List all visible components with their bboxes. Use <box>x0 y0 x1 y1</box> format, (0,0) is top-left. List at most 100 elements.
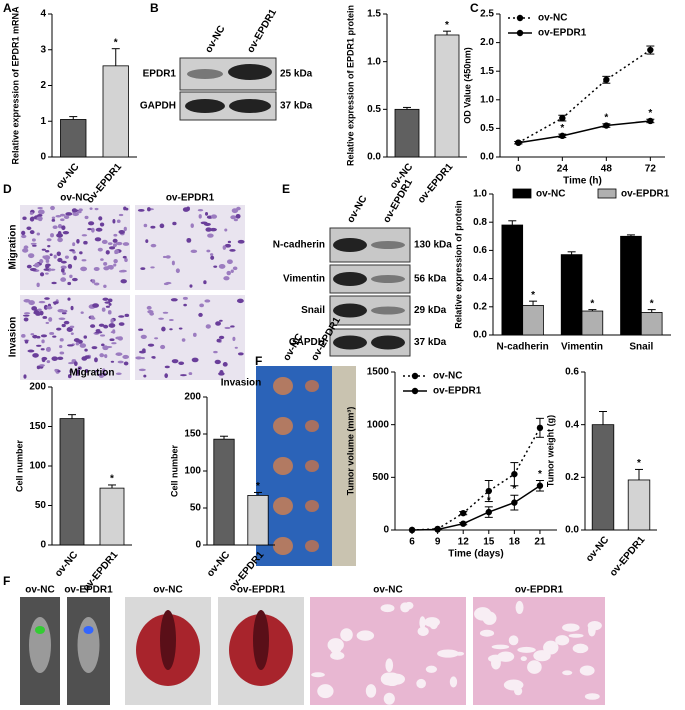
stained-cell <box>226 259 233 265</box>
stained-cell <box>94 357 98 363</box>
stained-cell <box>60 218 65 222</box>
stained-cell <box>229 249 236 252</box>
stained-cell <box>107 242 113 246</box>
stained-cell <box>36 216 43 221</box>
stained-cell <box>30 242 37 245</box>
photo-label: ov-NC <box>25 585 54 596</box>
alveolus <box>555 635 570 646</box>
legend-label: ov-NC <box>536 189 565 200</box>
lane-label: ov-NC <box>203 24 227 55</box>
stained-cell <box>27 349 35 353</box>
alveolus <box>340 628 353 642</box>
tumor <box>273 497 293 515</box>
stained-cell <box>178 361 185 366</box>
stained-cell <box>209 227 217 232</box>
stained-cell <box>57 308 65 313</box>
stained-cell <box>80 311 84 314</box>
stained-cell <box>29 267 37 272</box>
stained-cell <box>158 317 165 320</box>
stained-cell <box>147 343 155 347</box>
stained-cell <box>105 305 111 308</box>
stained-cell <box>224 243 231 248</box>
stained-cell <box>22 248 29 253</box>
stained-cell <box>76 369 80 375</box>
stained-cell <box>169 319 174 322</box>
stained-cell <box>147 207 151 212</box>
stained-cell <box>100 334 106 337</box>
alveolus <box>449 676 458 688</box>
x-tick-label: 24 <box>557 164 569 175</box>
alveolus <box>572 643 589 654</box>
annotation: * <box>256 481 260 492</box>
stained-cell <box>94 207 99 211</box>
point <box>460 520 467 527</box>
stained-cell <box>57 237 63 243</box>
stained-cell <box>138 368 146 372</box>
y-tick-label: 0.0 <box>565 525 579 536</box>
tumor <box>305 380 319 392</box>
stained-cell <box>237 352 244 356</box>
stained-cell <box>45 321 50 324</box>
x-tick-label: 0 <box>516 164 522 175</box>
tumor <box>305 460 319 472</box>
y-tick-label: 100 <box>184 466 201 477</box>
legend-marker <box>516 29 524 37</box>
stained-cell <box>207 233 214 238</box>
stained-cell <box>99 222 105 227</box>
stained-cell <box>69 274 73 279</box>
stained-cell <box>62 272 66 276</box>
stained-cell <box>83 240 88 245</box>
y-tick-label: 1000 <box>367 419 390 430</box>
legend-marker <box>516 14 524 22</box>
x-tick-label: 12 <box>458 537 470 548</box>
stained-cell <box>137 209 145 212</box>
stained-cell <box>108 246 116 250</box>
x-tick-label: ov-NC <box>53 550 80 580</box>
stained-cell <box>29 211 34 215</box>
bar <box>247 495 269 546</box>
alveolus <box>579 665 595 676</box>
stained-cell <box>90 315 95 320</box>
stained-cell <box>61 225 66 231</box>
stained-cell <box>230 269 234 273</box>
series-line <box>412 485 541 531</box>
stained-cell <box>40 334 48 338</box>
stained-cell <box>22 216 27 221</box>
lung-detail <box>253 610 269 670</box>
stained-cell <box>23 317 29 322</box>
stained-cell <box>165 255 171 259</box>
annotation: * <box>604 112 608 123</box>
stained-cell <box>180 374 187 377</box>
stained-cell <box>60 277 67 282</box>
stained-cell <box>108 323 116 328</box>
stained-cell <box>64 255 69 259</box>
stained-cell <box>51 218 56 222</box>
stained-cell <box>182 296 188 300</box>
stained-cell <box>112 218 116 224</box>
y-tick-label: 50 <box>190 503 202 514</box>
stained-cell <box>210 214 218 219</box>
stained-cell <box>22 314 30 317</box>
y-axis-label: Relative expression of protein <box>453 200 463 329</box>
alveolus <box>356 630 375 641</box>
stained-cell <box>192 332 197 337</box>
stained-cell <box>235 213 241 219</box>
stained-cell <box>90 324 96 328</box>
bar <box>213 438 235 546</box>
stained-cell <box>102 297 109 301</box>
lane-label: ov-EPDR1 <box>245 7 279 55</box>
panel-letter: B <box>150 1 159 15</box>
legend-swatch <box>512 188 532 199</box>
stained-cell <box>206 249 211 253</box>
stained-cell <box>52 335 57 338</box>
stained-cell <box>142 348 146 353</box>
stained-cell <box>97 247 103 252</box>
stained-cell <box>59 213 66 217</box>
series-line <box>412 427 541 531</box>
alveolus <box>491 644 510 650</box>
point <box>559 132 566 140</box>
y-tick-label: 0 <box>40 540 46 551</box>
alveolus <box>365 684 377 698</box>
stained-cell <box>43 268 50 271</box>
stained-cell <box>60 260 67 264</box>
